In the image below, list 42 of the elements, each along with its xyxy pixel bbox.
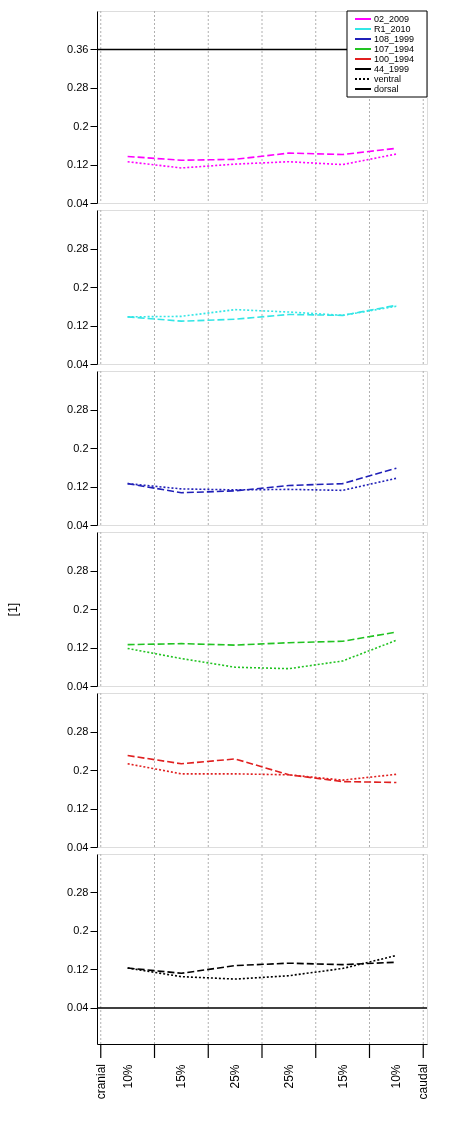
y-tick-label: 0.04: [67, 840, 89, 853]
x-tick-label: 10%: [389, 1064, 404, 1089]
y-tick-label: 0.12: [67, 641, 89, 653]
y-tick-label: 0.28: [67, 885, 89, 898]
y-tick-label: 0.12: [67, 319, 89, 331]
legend-label: 02_2009: [374, 14, 410, 24]
text: cranial: [93, 1064, 108, 1100]
y-tick-label: 0.2: [73, 763, 89, 776]
legend-label: ventral: [374, 74, 402, 84]
y-tick-label: 0.28: [67, 725, 89, 737]
y-tick-label: 0.2: [73, 602, 89, 615]
legend-label: R1_2010: [374, 24, 411, 34]
y-tick-label: 0.12: [67, 158, 89, 171]
y-tick-label: 0.28: [67, 403, 89, 415]
legend-label: 100_1994: [374, 54, 415, 64]
y-axis-title: [1]: [5, 602, 20, 617]
x-tick-label: 15%: [174, 1064, 189, 1089]
y-tick-label: 0.12: [67, 480, 89, 492]
y-tick-label: 0.04: [67, 1001, 89, 1014]
y-tick-label: 0.04: [67, 518, 89, 531]
x-tick-label: 25%: [281, 1064, 296, 1089]
y-tick-label: 0.12: [67, 802, 89, 814]
y-tick-label: 0.2: [73, 119, 89, 132]
y-tick-label: 0.04: [67, 196, 89, 209]
y-tick-label: 0.28: [67, 242, 89, 254]
y-tick-label: 0.2: [73, 441, 89, 454]
y-tick-label: 0.12: [67, 962, 89, 975]
x-tick-label: 25%: [228, 1064, 243, 1089]
y-tick-label: 0.28: [67, 564, 89, 576]
x-tick-label: 15%: [335, 1064, 350, 1089]
legend-label: 108_1999: [374, 34, 415, 44]
legend-label: dorsal: [374, 84, 399, 94]
legend-label: 107_1994: [374, 44, 415, 54]
y-tick-label: 0.2: [73, 924, 89, 937]
y-tick-label: 0.36: [67, 42, 89, 55]
legend-label: 44_1999: [374, 64, 410, 74]
x-tick-label: 10%: [120, 1064, 135, 1089]
y-tick-label: 0.04: [67, 357, 89, 370]
text: caudal: [416, 1064, 431, 1100]
y-tick-label: 0.04: [67, 679, 89, 692]
y-tick-label: 0.2: [73, 280, 89, 293]
y-tick-label: 0.28: [67, 81, 89, 94]
